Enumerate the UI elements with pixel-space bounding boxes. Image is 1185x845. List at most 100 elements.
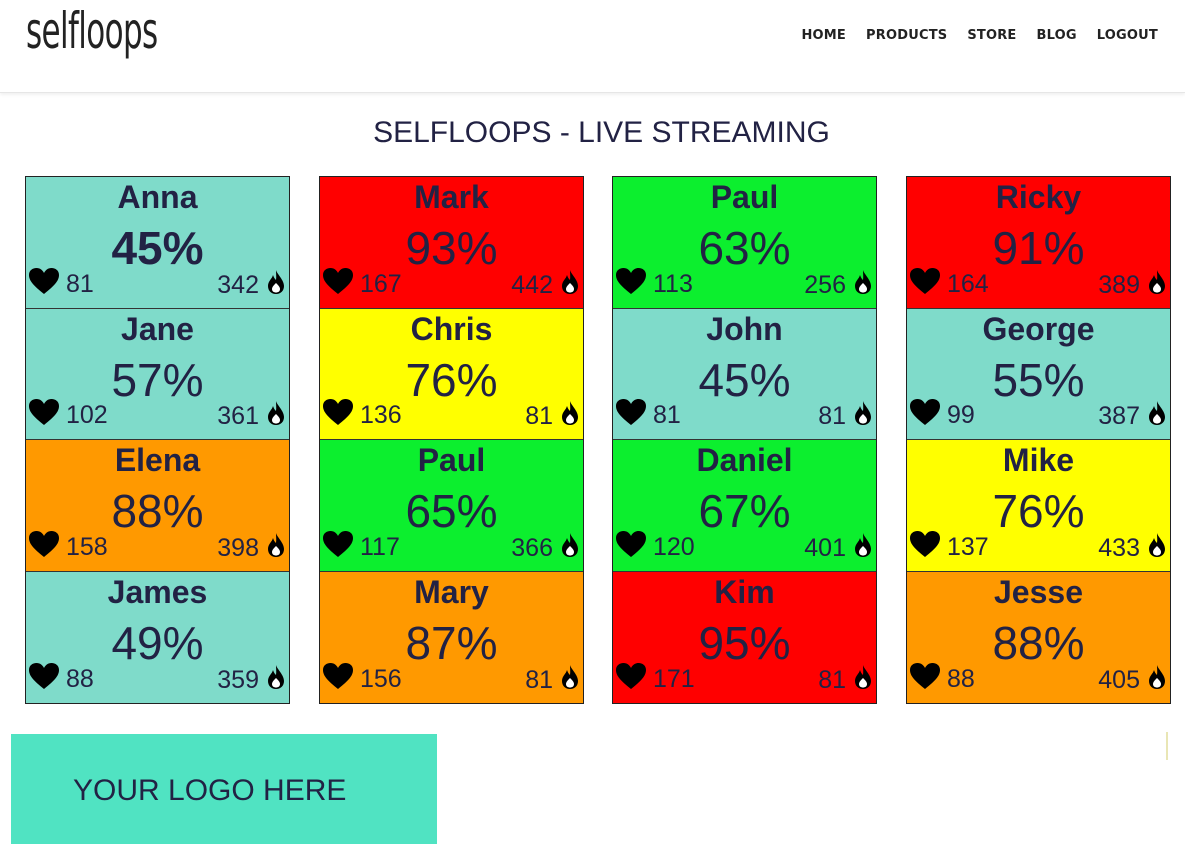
athlete-name: Mark: [414, 179, 489, 215]
logo-placeholder-text: YOUR LOGO HERE: [73, 774, 347, 807]
calories: 81: [818, 664, 872, 697]
heart-rate-value: 167: [360, 269, 402, 298]
athlete-card[interactable]: Mike 76% 137 433: [907, 440, 1170, 572]
calories-value: 81: [525, 666, 553, 694]
flame-drop-icon: [553, 400, 579, 433]
athlete-card[interactable]: John 45% 81 81: [613, 308, 876, 440]
heart-rate-value: 81: [653, 401, 681, 429]
calories-value: 405: [1098, 666, 1140, 694]
heart-rate-value: 113: [653, 269, 693, 298]
athlete-name: Jane: [121, 310, 194, 347]
calories-value: 256: [804, 270, 846, 299]
heart-rate-value: 158: [66, 532, 108, 561]
heart-rate-value: 81: [66, 269, 94, 298]
calories: 81: [525, 664, 579, 697]
heart-rate-value: 88: [947, 665, 975, 693]
athlete-card[interactable]: Mark 93% 167 442: [320, 177, 583, 309]
athlete-column-1: Anna 45% 81 342 Jane 57% 102 361 Elena 88% 158 398 J…: [25, 176, 290, 704]
heart-rate: 137: [909, 530, 989, 565]
heart-rate: 81: [28, 267, 94, 302]
athlete-percentage: 45%: [111, 222, 204, 274]
athlete-percentage: 93%: [405, 222, 498, 274]
athlete-percentage: 88%: [111, 485, 204, 537]
athlete-card[interactable]: Jesse 88% 88 405: [907, 571, 1170, 703]
calories: 256: [804, 269, 872, 302]
logo-placeholder: YOUR LOGO HERE: [11, 734, 437, 844]
flame-drop-icon: [259, 532, 285, 565]
nav-store[interactable]: STORE: [967, 28, 1017, 43]
athlete-name: Mike: [1002, 442, 1075, 478]
athlete-name: Paul: [710, 179, 779, 215]
athlete-card[interactable]: Jane 57% 102 361: [26, 308, 289, 440]
heart-rate-value: 102: [66, 401, 108, 429]
athlete-name: Ricky: [995, 179, 1082, 215]
heart-rate: 120: [615, 530, 695, 565]
athlete-card[interactable]: George 55% 99 387: [907, 308, 1170, 440]
flame-drop-icon: [846, 269, 872, 302]
heart-rate-value: 156: [360, 665, 402, 693]
heart-rate-value: 136: [360, 401, 402, 429]
calories: 398: [217, 532, 285, 565]
athlete-percentage: 67%: [698, 485, 791, 537]
brand-logo[interactable]: selfloops: [26, 2, 158, 60]
nav-blog[interactable]: BLOG: [1036, 28, 1077, 43]
flame-drop-icon: [846, 664, 872, 697]
page-title: SELFLOOPS - LIVE STREAMING: [373, 116, 830, 149]
calories-value: 81: [818, 402, 846, 430]
heart-icon: [615, 267, 653, 302]
heart-icon: [28, 662, 66, 697]
flame-drop-icon: [259, 400, 285, 433]
flame-drop-icon: [259, 664, 285, 697]
nav-logout[interactable]: LOGOUT: [1096, 28, 1158, 43]
heart-icon: [909, 662, 947, 697]
nav-products[interactable]: PRODUCTS: [866, 28, 948, 43]
athlete-card[interactable]: James 49% 88 359: [26, 571, 289, 703]
heart-rate: 171: [615, 662, 695, 697]
heart-icon: [322, 398, 360, 433]
heart-rate: 117: [322, 530, 400, 565]
heart-rate-value: 164: [947, 269, 989, 298]
calories-value: 81: [525, 402, 553, 430]
calories: 359: [217, 664, 285, 697]
athlete-percentage: 76%: [405, 353, 498, 406]
calories-value: 442: [511, 270, 553, 299]
heart-rate: 136: [322, 398, 402, 433]
calories-value: 342: [217, 270, 259, 299]
heart-rate-value: 171: [653, 665, 695, 693]
athlete-column-4: Ricky 91% 164 389 George 55% 99 387 Mike 76% 137 43…: [906, 176, 1171, 704]
athlete-percentage: 49%: [111, 616, 204, 669]
flame-drop-icon: [846, 532, 872, 565]
athlete-percentage: 91%: [992, 222, 1085, 274]
athlete-card[interactable]: Chris 76% 136 81: [320, 308, 583, 440]
athlete-percentage: 95%: [698, 616, 791, 669]
flame-drop-icon: [846, 400, 872, 433]
heart-icon: [28, 398, 66, 433]
athlete-card[interactable]: Kim 95% 171 81: [613, 571, 876, 703]
calories: 405: [1098, 664, 1166, 697]
calories: 389: [1098, 269, 1166, 302]
athlete-card[interactable]: Paul 65% 117 366: [320, 440, 583, 572]
athlete-percentage: 57%: [111, 353, 204, 406]
calories-value: 433: [1098, 533, 1140, 562]
heart-icon: [322, 267, 360, 302]
nav-home[interactable]: HOME: [801, 28, 847, 43]
athlete-name: Elena: [114, 442, 201, 478]
heart-icon: [909, 398, 947, 433]
heart-icon: [28, 267, 66, 302]
athlete-card[interactable]: Anna 45% 81 342: [26, 177, 289, 309]
athlete-card[interactable]: Elena 88% 158 398: [26, 440, 289, 572]
heart-rate: 88: [909, 662, 975, 697]
athlete-card[interactable]: Daniel 67% 120 401: [613, 440, 876, 572]
athlete-percentage: 76%: [992, 485, 1085, 537]
heart-icon: [322, 662, 360, 697]
heart-rate: 99: [909, 398, 975, 433]
heart-rate: 113: [615, 267, 693, 302]
athlete-card[interactable]: Paul 63% 113 256: [613, 177, 876, 309]
heart-rate-value: 88: [66, 665, 94, 693]
athlete-card[interactable]: Mary 87% 156 81: [320, 571, 583, 703]
site-header: selfloops HOME PRODUCTS STORE BLOG LOGOU…: [0, 0, 1185, 93]
heart-rate: 164: [909, 267, 989, 302]
athlete-card[interactable]: Ricky 91% 164 389: [907, 177, 1170, 309]
flame-drop-icon: [553, 532, 579, 565]
heart-rate: 156: [322, 662, 402, 697]
